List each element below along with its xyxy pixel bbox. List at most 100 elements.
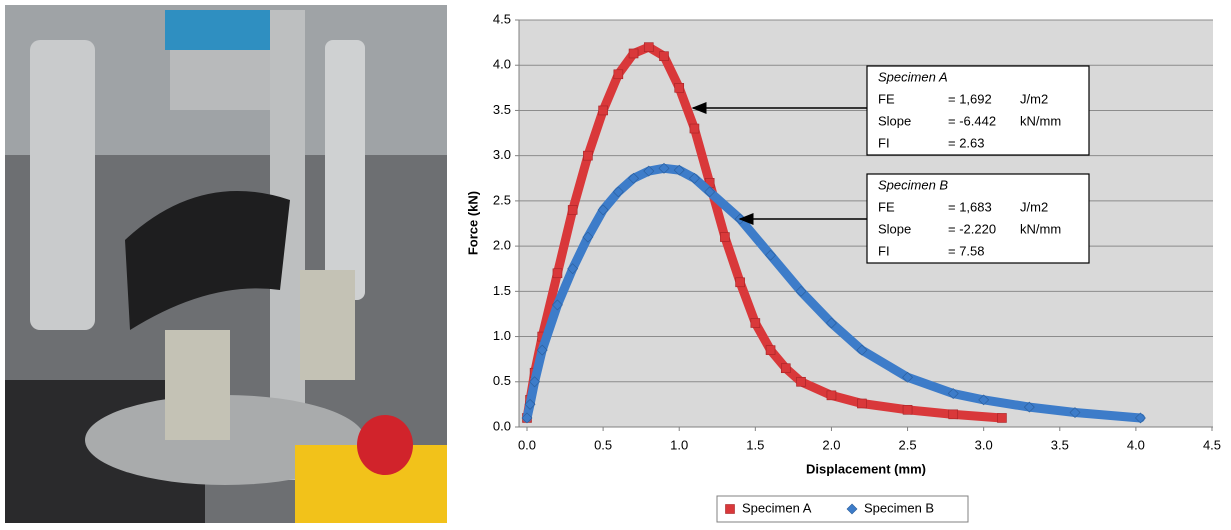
legend-label: Specimen A — [742, 500, 812, 515]
annotation-text: J/m2 — [1020, 199, 1048, 214]
point — [948, 409, 959, 420]
x-axis-label: Displacement (mm) — [806, 461, 926, 476]
annotation-title: Specimen A — [878, 69, 948, 84]
photo-rod — [325, 40, 365, 300]
series-band — [522, 163, 1145, 423]
x-tick-label: 2.5 — [899, 437, 917, 452]
point — [567, 205, 578, 215]
point — [997, 413, 1007, 423]
y-tick-label: 0.0 — [493, 418, 511, 433]
point — [765, 345, 776, 355]
photo-specimen — [125, 191, 290, 330]
y-tick-label: 4.0 — [493, 57, 511, 72]
legend-label: Specimen B — [864, 500, 934, 515]
point — [597, 204, 609, 216]
photo-clamp — [170, 50, 270, 110]
legend — [716, 495, 969, 523]
y-tick-label: 1.5 — [493, 283, 511, 298]
point — [826, 390, 837, 401]
point — [643, 42, 654, 52]
point — [658, 162, 670, 174]
point — [689, 123, 700, 134]
annotation-text: FE — [878, 91, 895, 106]
x-tick-label: 4.5 — [1203, 437, 1221, 452]
point — [524, 398, 536, 410]
y-tick-label: 4.5 — [493, 11, 511, 26]
point — [750, 318, 761, 328]
annotation-text: = -2.220 — [948, 221, 996, 236]
photo-load-cell — [165, 10, 275, 50]
annotation-text: = -6.442 — [948, 113, 996, 128]
annotation-text: Slope — [878, 221, 911, 236]
point — [583, 150, 593, 161]
annotation-text: = 7.58 — [948, 243, 985, 258]
point — [720, 232, 730, 242]
y-tick-label: 2.0 — [493, 238, 511, 253]
y-tick-label: 3.0 — [493, 147, 511, 162]
point — [659, 51, 669, 61]
point — [552, 299, 563, 311]
point — [598, 105, 608, 116]
point — [613, 69, 624, 80]
photo — [5, 5, 447, 523]
annotation-text: = 1,683 — [948, 199, 992, 214]
x-tick-label: 0.0 — [518, 437, 536, 452]
x-tick-label: 1.0 — [670, 437, 688, 452]
annotation-box — [866, 173, 1090, 264]
point — [689, 172, 700, 184]
point — [856, 344, 868, 356]
x-tick-label: 2.0 — [822, 437, 840, 452]
point — [612, 186, 624, 198]
photo-rod — [30, 40, 95, 330]
point — [628, 48, 639, 59]
point — [567, 263, 579, 275]
legend-marker — [846, 503, 858, 515]
y-tick-label: 2.5 — [493, 192, 511, 207]
annotation-text: kN/mm — [1020, 221, 1061, 236]
annotation-text: kN/mm — [1020, 113, 1061, 128]
annotation-text: = 1,692 — [948, 91, 992, 106]
x-tick-label: 3.0 — [975, 437, 993, 452]
point — [552, 268, 563, 279]
annotation-title: Specimen B — [878, 177, 948, 192]
annotation-box — [866, 65, 1090, 156]
photo-sensor — [165, 330, 230, 440]
photo-stop-button — [357, 415, 413, 475]
annotation-text: = 2.63 — [948, 135, 985, 150]
plot-area — [519, 20, 1213, 427]
point — [674, 83, 685, 93]
point — [978, 394, 990, 406]
point — [704, 186, 716, 198]
annotation-text: FI — [878, 243, 890, 258]
point — [1023, 401, 1035, 413]
x-tick-label: 0.5 — [594, 437, 612, 452]
y-tick-label: 1.0 — [493, 328, 511, 343]
point — [1135, 412, 1146, 424]
point — [826, 317, 837, 329]
point — [780, 363, 791, 374]
point — [795, 285, 807, 297]
point — [628, 172, 639, 184]
annotation-text: FI — [878, 135, 890, 150]
point — [902, 371, 913, 383]
legend-marker — [725, 504, 735, 514]
point — [582, 231, 594, 243]
annotation-text: Slope — [878, 113, 911, 128]
point — [947, 388, 959, 399]
point — [857, 398, 867, 409]
point — [902, 405, 913, 415]
y-axis-label: Force (kN) — [465, 191, 480, 255]
x-tick-label: 3.5 — [1051, 437, 1069, 452]
y-tick-label: 0.5 — [493, 373, 511, 388]
point — [1069, 407, 1081, 418]
x-tick-label: 1.5 — [746, 437, 764, 452]
y-tick-label: 3.5 — [493, 102, 511, 117]
annotation-text: J/m2 — [1020, 91, 1048, 106]
point — [735, 277, 745, 288]
point — [529, 376, 541, 388]
point — [643, 165, 655, 177]
point — [521, 412, 533, 424]
point — [796, 376, 806, 387]
point — [536, 344, 548, 356]
